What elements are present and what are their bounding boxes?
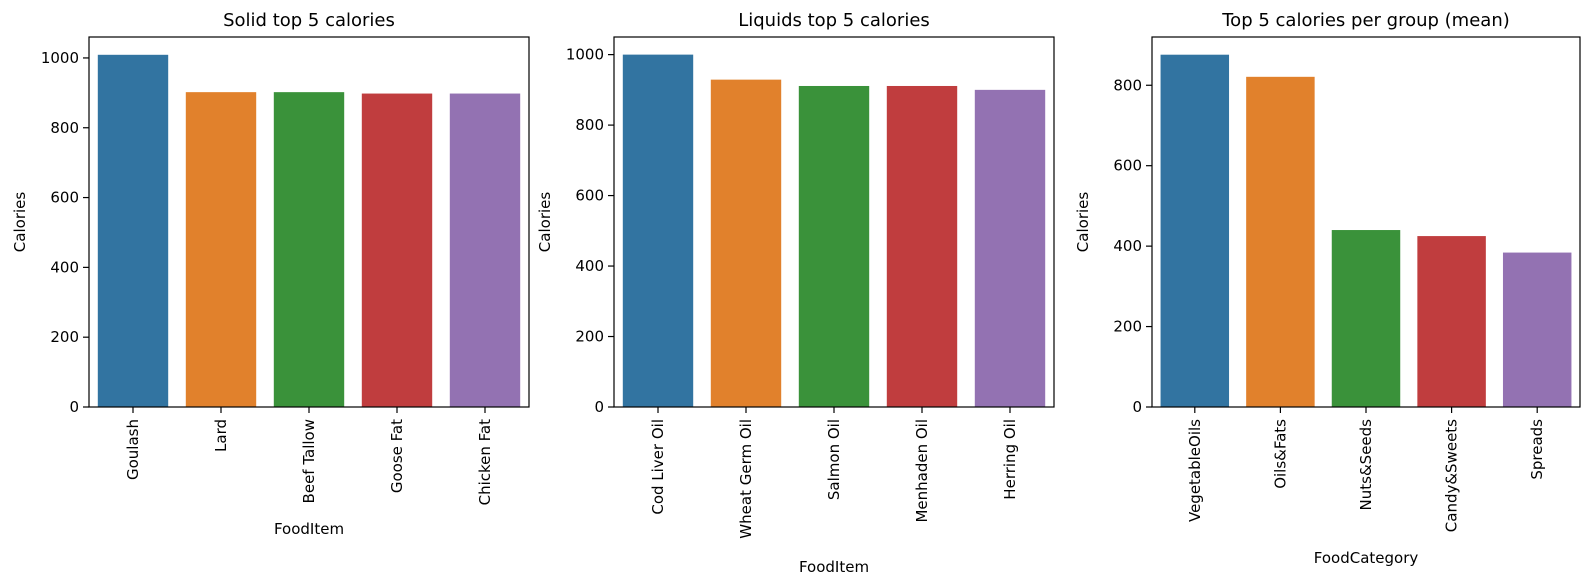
bar-chicken-fat <box>449 93 521 408</box>
y-axis-label: Calories <box>1074 192 1092 253</box>
y-tick-label: 800 <box>50 119 79 137</box>
bar-spreads <box>1502 252 1572 407</box>
y-tick-label: 800 <box>1113 76 1142 94</box>
x-tick-label: Candy&Sweets <box>1443 419 1461 532</box>
y-tick-label: 200 <box>50 328 79 346</box>
y-tick-label: 400 <box>1113 237 1142 255</box>
x-tick-label: Chicken Fat <box>476 419 494 505</box>
x-tick-label: Lard <box>212 419 230 452</box>
y-tick-label: 0 <box>69 398 79 416</box>
chart-panel-3: 0 200 400 600 800 VegetableOils Oils&Fats Nuts&… <box>1074 10 1581 567</box>
y-tick-label: 0 <box>594 398 604 416</box>
x-tick-label: Cod Liver Oil <box>649 419 667 515</box>
x-axis-label: FoodItem <box>799 558 869 576</box>
x-tick-label: Wheat Germ Oil <box>737 419 755 539</box>
x-tick-label: Beef Tallow <box>300 419 318 503</box>
y-tick-label: 600 <box>1113 157 1142 175</box>
y-tick-label: 1000 <box>566 46 604 64</box>
x-axis-label: FoodCategory <box>1314 549 1419 567</box>
bar-candy-sweets <box>1417 236 1486 407</box>
y-tick-label: 600 <box>575 187 604 205</box>
y-tick-label: 600 <box>50 189 79 207</box>
chart-panel-2: 0 200 400 600 800 1000 Cod Liver Oil Wheat Germ… <box>536 10 1055 576</box>
bar-goose-fat <box>361 93 433 408</box>
y-tick-label: 200 <box>575 328 604 346</box>
chart-title: Solid top 5 calories <box>223 10 395 31</box>
x-tick-label: Goulash <box>124 419 142 480</box>
x-tick-label: VegetableOils <box>1186 419 1204 522</box>
x-tick-label: Herring Oil <box>1001 419 1019 500</box>
bar-salmon-oil <box>798 85 870 407</box>
chart-panel-1: 0 200 400 600 800 1000 Goulash Lard Beef Tallow G… <box>11 10 530 538</box>
x-axis-label: FoodItem <box>274 520 344 538</box>
chart-title: Liquids top 5 calories <box>738 10 930 31</box>
x-tick-label: Spreads <box>1528 419 1546 480</box>
bar-herring-oil <box>974 89 1046 408</box>
bar-goulash <box>97 54 169 408</box>
y-axis-label: Calories <box>11 192 29 253</box>
x-tick-label: Salmon Oil <box>825 419 843 500</box>
bar-wheat-germ-oil <box>710 79 782 407</box>
bar-cod-liver-oil <box>622 54 694 408</box>
y-tick-label: 800 <box>575 116 604 134</box>
y-tick-label: 0 <box>1132 398 1142 416</box>
x-tick-label: Nuts&Seeds <box>1357 419 1375 511</box>
y-tick-label: 400 <box>575 257 604 275</box>
y-axis-label: Calories <box>536 192 554 253</box>
x-tick-label: Goose Fat <box>388 419 406 493</box>
bar-beef-tallow <box>273 92 345 408</box>
chart-title: Top 5 calories per group (mean) <box>1221 10 1510 31</box>
bar-lard <box>185 92 257 408</box>
y-tick-label: 200 <box>1113 318 1142 336</box>
y-tick-label: 1000 <box>41 49 79 67</box>
y-tick-label: 400 <box>50 258 79 276</box>
bar-menhaden-oil <box>886 85 958 407</box>
x-tick-label: Menhaden Oil <box>913 419 931 523</box>
bar-oils-fats <box>1246 76 1315 407</box>
x-tick-label: Oils&Fats <box>1271 419 1289 489</box>
bar-nuts-seeds <box>1331 230 1401 407</box>
bar-vegetableoils <box>1160 54 1230 407</box>
